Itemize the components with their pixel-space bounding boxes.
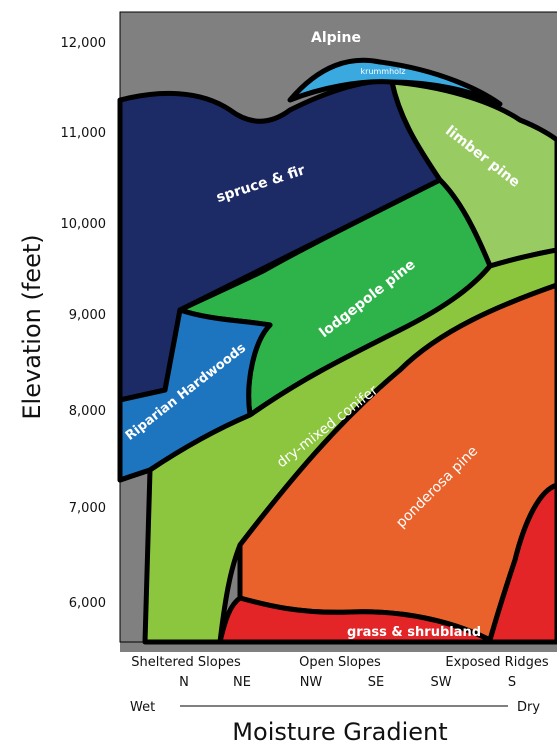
aspect-label: N	[179, 675, 189, 690]
y-tick-label: 8,000	[69, 404, 106, 419]
slope-group-label: Exposed Ridges	[445, 655, 548, 670]
aspect-label: S	[508, 675, 516, 690]
y-tick-label: 7,000	[69, 501, 106, 516]
slope-group-label: Open Slopes	[299, 655, 381, 670]
krummholz-zone	[287, 57, 503, 107]
y-tick-label: 9,000	[69, 308, 106, 323]
x-axis-title: Moisture Gradient	[232, 718, 447, 746]
aspect-label: NW	[300, 675, 323, 690]
aspect-label: SW	[430, 675, 451, 690]
grass-shrubland-zone	[217, 482, 557, 645]
x-axis: Sheltered Slopes Open Slopes Exposed Rid…	[130, 655, 549, 746]
y-axis: 12,000 11,000 10,000 9,000 8,000 7,000 6…	[18, 36, 106, 611]
dry-label: Dry	[517, 700, 540, 715]
aspect-label: NE	[233, 675, 251, 690]
grass-shrubland-label: grass & shrubland	[347, 625, 481, 640]
alpine-label: Alpine	[311, 30, 361, 46]
y-tick-label: 6,000	[69, 596, 106, 611]
plot-area	[117, 12, 557, 652]
krummholz-label: krummholz	[361, 67, 406, 76]
plot-frame	[119, 11, 557, 643]
y-axis-title: Elevation (feet)	[18, 234, 46, 419]
aspect-label: SE	[368, 675, 384, 690]
y-tick-label: 12,000	[61, 36, 107, 51]
wet-label: Wet	[130, 700, 155, 715]
y-tick-label: 11,000	[61, 126, 107, 141]
y-tick-label: 10,000	[61, 217, 107, 232]
slope-group-label: Sheltered Slopes	[131, 655, 241, 670]
